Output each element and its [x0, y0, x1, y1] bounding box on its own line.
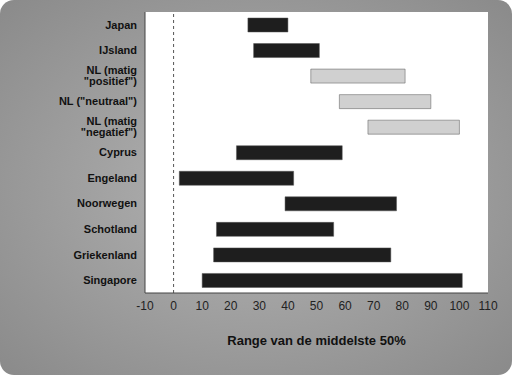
svg-text:Cyprus: Cyprus — [99, 146, 137, 158]
svg-text:NL (matig"negatief"): NL (matig"negatief") — [81, 115, 138, 138]
svg-text:100: 100 — [449, 299, 469, 313]
svg-text:NL (matig"positief"): NL (matig"positief") — [84, 64, 138, 87]
svg-text:IJsland: IJsland — [99, 44, 137, 56]
svg-text:20: 20 — [224, 299, 238, 313]
svg-text:Range van de middelste 50%: Range van de middelste 50% — [227, 333, 406, 348]
svg-text:30: 30 — [253, 299, 267, 313]
svg-text:60: 60 — [338, 299, 352, 313]
svg-text:40: 40 — [281, 299, 295, 313]
svg-text:90: 90 — [424, 299, 438, 313]
svg-text:Singapore: Singapore — [83, 274, 137, 286]
svg-text:Noorwegen: Noorwegen — [77, 197, 137, 209]
svg-text:Schotland: Schotland — [84, 223, 137, 235]
svg-text:50: 50 — [310, 299, 324, 313]
svg-text:80: 80 — [396, 299, 410, 313]
svg-text:Japan: Japan — [105, 19, 137, 31]
svg-text:0: 0 — [170, 299, 177, 313]
svg-text:10: 10 — [195, 299, 209, 313]
svg-text:Griekenland: Griekenland — [73, 249, 137, 261]
svg-text:-10: -10 — [136, 299, 154, 313]
svg-text:70: 70 — [367, 299, 381, 313]
svg-text:NL ("neutraal"): NL ("neutraal") — [59, 95, 137, 107]
svg-text:Engeland: Engeland — [87, 172, 137, 184]
svg-text:110: 110 — [478, 299, 497, 313]
